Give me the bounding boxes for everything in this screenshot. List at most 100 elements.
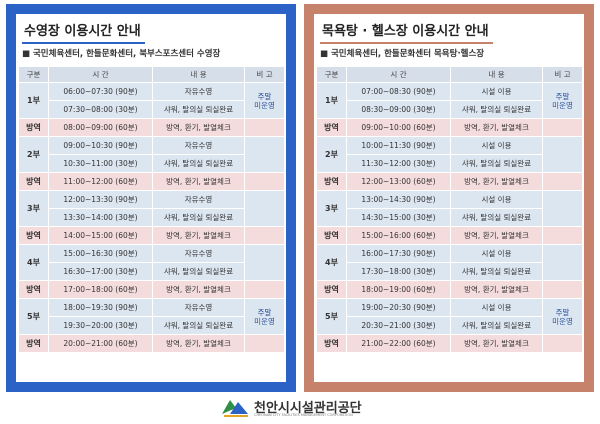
- session-label: 4부: [18, 244, 49, 281]
- time-cell: 18:00~19:00 (60분): [346, 280, 451, 299]
- note-cell: [542, 190, 583, 227]
- footer-subname: CHEONAN CITY FACILITIES MANAGEMENT CORPO…: [254, 413, 353, 417]
- disinfection-row: 방역 09:00~10:00 (60분) 방역, 환기, 발열체크: [316, 118, 583, 137]
- time-cell: 08:30~09:00 (30분): [346, 100, 451, 119]
- time-cell: 14:30~15:00 (30분): [346, 208, 451, 227]
- time-cell: 07:00~08:30 (90분): [346, 82, 451, 101]
- time-cell: 12:00~13:00 (60분): [346, 172, 451, 191]
- content-cell: 샤워, 탈의실 퇴실완료: [450, 208, 543, 227]
- time-cell: 17:30~18:00 (30분): [346, 262, 451, 281]
- panel-title: 목욕탕 · 헬스장 이용시간 안내: [320, 20, 493, 44]
- note-cell: 주말 미운영: [542, 82, 583, 119]
- content-cell: 자유수영: [152, 244, 245, 263]
- time-cell: 11:00~12:00 (60분): [48, 172, 153, 191]
- note-line: 미운영: [552, 316, 573, 326]
- note-cell: [542, 334, 583, 353]
- header-cell: 내 용: [152, 66, 245, 83]
- time-cell: 11:30~12:00 (30분): [346, 154, 451, 173]
- time-cell: 12:00~13:30 (90분): [48, 190, 153, 209]
- disinfection-label: 방역: [316, 334, 347, 353]
- header-cell: 내 용: [450, 66, 543, 83]
- session-row: 4부 15:00~16:30 (90분) 자유수영: [18, 244, 285, 281]
- content-cell: 자유수영: [152, 136, 245, 155]
- disinfection-label: 방역: [316, 226, 347, 245]
- time-cell: 18:00~19:30 (90분): [48, 298, 153, 317]
- content-cell: 샤워, 탈의실 퇴실완료: [152, 316, 245, 335]
- disinfection-row: 방역 12:00~13:00 (60분) 방역, 환기, 발열체크: [316, 172, 583, 191]
- session-row: 19:30~20:00 (30분) 샤워, 탈의실 퇴실완료: [19, 316, 285, 335]
- content-cell: 샤워, 탈의실 퇴실완료: [450, 262, 543, 281]
- footer-name: 천안시시설관리공단: [254, 401, 362, 416]
- content-cell: 방역, 환기, 발열체크: [152, 280, 245, 299]
- disinfection-row: 방역 21:00~22:00 (60분) 방역, 환기, 발열체크: [316, 334, 583, 353]
- session-label: 3부: [18, 190, 49, 227]
- note-cell: [542, 172, 583, 191]
- note-line: 주말: [555, 307, 570, 317]
- session-label: 1부: [18, 82, 49, 119]
- session-label: 2부: [18, 136, 49, 173]
- session-row: 3부 13:00~14:30 (90분) 시설 이용: [316, 190, 583, 227]
- time-cell: 20:00~21:00 (60분): [48, 334, 153, 353]
- session-label: 5부: [18, 298, 49, 335]
- time-cell: 20:30~21:00 (30분): [346, 316, 451, 335]
- time-cell: 16:00~17:30 (90분): [346, 244, 451, 263]
- panel-title: 수영장 이용시간 안내: [22, 20, 145, 44]
- content-cell: 방역, 환기, 발열체크: [450, 280, 543, 299]
- session-row: 07:30~08:00 (30분) 샤워, 탈의실 퇴실완료: [19, 100, 285, 119]
- session-label: 1부: [316, 82, 347, 119]
- note-cell: [244, 334, 285, 353]
- disinfection-row: 방역 20:00~21:00 (60분) 방역, 환기, 발열체크: [18, 334, 285, 353]
- disinfection-row: 방역 18:00~19:00 (60분) 방역, 환기, 발열체크: [316, 280, 583, 299]
- header-cell: 시 간: [48, 66, 153, 83]
- disinfection-label: 방역: [18, 172, 49, 191]
- disinfection-row: 방역 11:00~12:00 (60분) 방역, 환기, 발열체크: [18, 172, 285, 191]
- disinfection-label: 방역: [316, 280, 347, 299]
- disinfection-row: 방역 17:00~18:00 (60분) 방역, 환기, 발열체크: [18, 280, 285, 299]
- session-label: 2부: [316, 136, 347, 173]
- note-cell: [244, 226, 285, 245]
- note-cell: [542, 118, 583, 137]
- note-cell: 주말 미운영: [542, 298, 583, 335]
- content-cell: 방역, 환기, 발열체크: [152, 334, 245, 353]
- disinfection-label: 방역: [316, 172, 347, 191]
- time-cell: 06:00~07:30 (90분): [48, 82, 153, 101]
- note-cell: 주말 미운영: [244, 298, 285, 335]
- disinfection-row: 방역 15:00~16:00 (60분) 방역, 환기, 발열체크: [316, 226, 583, 245]
- header-cell: 시 간: [346, 66, 451, 83]
- content-cell: 샤워, 탈의실 퇴실완료: [450, 100, 543, 119]
- time-cell: 15:00~16:00 (60분): [346, 226, 451, 245]
- session-label: 3부: [316, 190, 347, 227]
- time-cell: 09:00~10:00 (60분): [346, 118, 451, 137]
- session-row: 5부 19:00~20:30 (90분) 시설 이용 주말 미운영: [316, 298, 583, 335]
- content-cell: 방역, 환기, 발열체크: [152, 226, 245, 245]
- content-cell: 방역, 환기, 발열체크: [152, 172, 245, 191]
- disinfection-row: 방역 08:00~09:00 (60분) 방역, 환기, 발열체크: [18, 118, 285, 137]
- disinfection-label: 방역: [18, 280, 49, 299]
- disinfection-row: 방역 14:00~15:00 (60분) 방역, 환기, 발열체크: [18, 226, 285, 245]
- session-label: 5부: [316, 298, 347, 335]
- disinfection-label: 방역: [18, 118, 49, 137]
- note-cell: [542, 136, 583, 173]
- panel: 수영장 이용시간 안내 ■ 국민체육센터, 한들문화센터, 북부스포츠센터 수영장…: [6, 4, 296, 392]
- time-cell: 17:00~18:00 (60분): [48, 280, 153, 299]
- note-line: 미운영: [552, 100, 573, 110]
- panel: 목욕탕 · 헬스장 이용시간 안내 ■ 국민체육센터, 한들문화센터 목욕탕·헬스…: [304, 4, 594, 392]
- note-line: 미운영: [254, 100, 275, 110]
- time-cell: 07:30~08:00 (30분): [48, 100, 153, 119]
- note-cell: [244, 118, 285, 137]
- session-row: 16:30~17:00 (30분) 샤워, 탈의실 퇴실완료: [19, 262, 285, 281]
- time-cell: 19:30~20:00 (30분): [48, 316, 153, 335]
- content-cell: 샤워, 탈의실 퇴실완료: [152, 208, 245, 227]
- content-cell: 시설 이용: [450, 244, 543, 263]
- note-cell: [244, 136, 285, 173]
- session-label: 4부: [316, 244, 347, 281]
- session-row: 11:30~12:00 (30분) 샤워, 탈의실 퇴실완료: [317, 154, 583, 173]
- time-cell: 16:30~17:00 (30분): [48, 262, 153, 281]
- note-line: 주말: [555, 91, 570, 101]
- content-cell: 방역, 환기, 발열체크: [450, 172, 543, 191]
- disinfection-label: 방역: [18, 334, 49, 353]
- note-line: 미운영: [254, 316, 275, 326]
- session-row: 1부 06:00~07:30 (90분) 자유수영 주말 미운영: [18, 82, 285, 119]
